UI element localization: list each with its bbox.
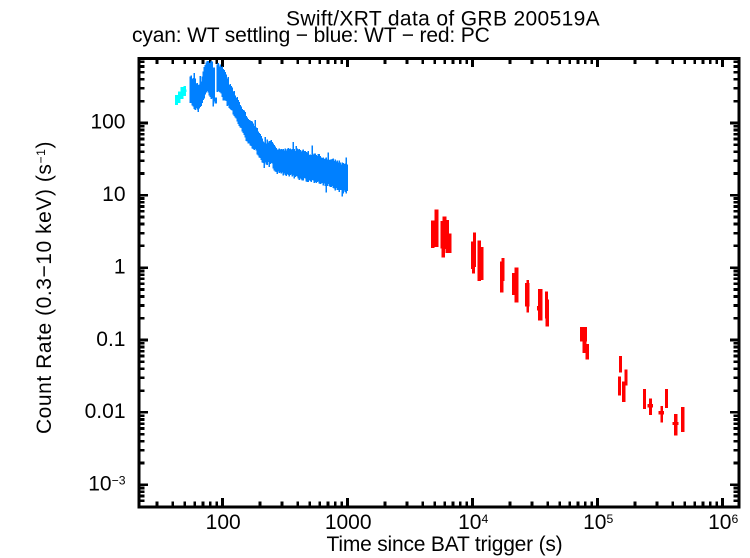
svg-text:10: 10 xyxy=(102,183,125,206)
svg-text:1000: 1000 xyxy=(325,511,372,534)
svg-text:Swift/XRT data of GRB 200519A: Swift/XRT data of GRB 200519A xyxy=(286,8,600,31)
svg-text:Count Rate (0.3−10 keV) (s−1): Count Rate (0.3−10 keV) (s−1) xyxy=(33,141,56,434)
svg-text:0.01: 0.01 xyxy=(85,400,126,423)
svg-text:100: 100 xyxy=(206,511,241,534)
svg-text:Time since BAT trigger (s): Time since BAT trigger (s) xyxy=(327,533,563,556)
svg-text:105: 105 xyxy=(583,511,613,534)
svg-text:1: 1 xyxy=(114,255,126,278)
svg-text:106: 106 xyxy=(708,511,738,534)
svg-text:100: 100 xyxy=(90,111,125,134)
svg-text:0.1: 0.1 xyxy=(96,328,125,351)
svg-text:104: 104 xyxy=(458,511,488,534)
svg-text:cyan: WT settling − blue: WT −: cyan: WT settling − blue: WT − red: PC xyxy=(132,24,490,47)
